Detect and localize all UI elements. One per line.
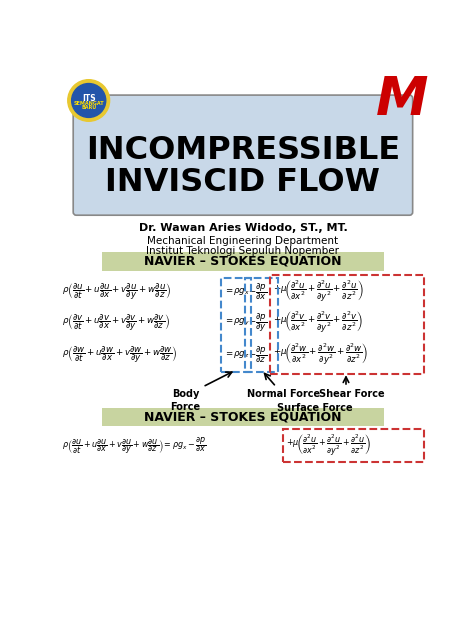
Text: Body
Force: Body Force: [171, 389, 201, 411]
Text: $=\!\rho g_z$: $=\!\rho g_z$: [224, 349, 250, 360]
Text: $\rho\left(\dfrac{\partial u}{\partial t}+u\dfrac{\partial u}{\partial x}+v\dfra: $\rho\left(\dfrac{\partial u}{\partial t…: [63, 435, 207, 456]
Text: Dr. Wawan Aries Widodo, ST., MT.: Dr. Wawan Aries Widodo, ST., MT.: [138, 222, 347, 233]
Circle shape: [68, 80, 109, 121]
Text: Shear Force: Shear Force: [319, 389, 385, 399]
Text: $+\mu\!\left(\dfrac{\partial^2 w}{\partial x^2}+\dfrac{\partial^2 w}{\partial y^: $+\mu\!\left(\dfrac{\partial^2 w}{\parti…: [273, 342, 368, 367]
Text: INVISCID FLOW: INVISCID FLOW: [106, 167, 380, 198]
Text: Mechanical Engineering Department: Mechanical Engineering Department: [147, 236, 338, 246]
FancyBboxPatch shape: [102, 252, 384, 270]
Text: INCOMPRESSIBLE: INCOMPRESSIBLE: [86, 135, 400, 166]
Text: $+\mu\!\left(\dfrac{\partial^2 u}{\partial x^2}+\dfrac{\partial^2 u}{\partial y^: $+\mu\!\left(\dfrac{\partial^2 u}{\parti…: [286, 433, 372, 458]
Text: $-\dfrac{\partial p}{\partial z}$: $-\dfrac{\partial p}{\partial z}$: [248, 344, 267, 365]
Text: $=\!\rho g_x$: $=\!\rho g_x$: [224, 286, 250, 297]
Text: $+\mu\!\left(\dfrac{\partial^2 v}{\partial x^2}+\dfrac{\partial^2 v}{\partial y^: $+\mu\!\left(\dfrac{\partial^2 v}{\parti…: [273, 310, 363, 335]
Text: $-\dfrac{\partial p}{\partial y}$: $-\dfrac{\partial p}{\partial y}$: [248, 311, 267, 334]
Text: $+\mu\!\left(\dfrac{\partial^2 u}{\partial x^2}+\dfrac{\partial^2 u}{\partial y^: $+\mu\!\left(\dfrac{\partial^2 u}{\parti…: [273, 279, 364, 304]
Text: $\rho\left(\dfrac{\partial w}{\partial t}+u\dfrac{\partial w}{\partial x}+v\dfra: $\rho\left(\dfrac{\partial w}{\partial t…: [63, 344, 178, 365]
Text: $-\dfrac{\partial p}{\partial x}$: $-\dfrac{\partial p}{\partial x}$: [248, 281, 267, 302]
Text: M: M: [376, 74, 429, 126]
Text: SEMANGAT: SEMANGAT: [73, 101, 104, 106]
Circle shape: [72, 83, 106, 118]
Text: $\rho\left(\dfrac{\partial u}{\partial t}+u\dfrac{\partial u}{\partial x}+v\dfra: $\rho\left(\dfrac{\partial u}{\partial t…: [63, 281, 172, 302]
Text: NAVIER – STOKES EQUATION: NAVIER – STOKES EQUATION: [144, 255, 342, 268]
Text: Normal Force: Normal Force: [247, 389, 320, 399]
Text: $\rho\left(\dfrac{\partial v}{\partial t}+u\dfrac{\partial v}{\partial x}+v\dfra: $\rho\left(\dfrac{\partial v}{\partial t…: [63, 312, 170, 332]
Text: Institut Teknologi Sepuluh Nopember: Institut Teknologi Sepuluh Nopember: [146, 246, 339, 255]
Text: BARU: BARU: [81, 105, 96, 110]
Text: Surface Force: Surface Force: [277, 403, 353, 413]
Text: ITS: ITS: [82, 94, 96, 102]
Text: NAVIER – STOKES EQUATION: NAVIER – STOKES EQUATION: [144, 410, 342, 423]
Text: $=\!\rho g_y$: $=\!\rho g_y$: [224, 317, 250, 328]
FancyBboxPatch shape: [102, 408, 384, 426]
FancyBboxPatch shape: [73, 95, 413, 216]
